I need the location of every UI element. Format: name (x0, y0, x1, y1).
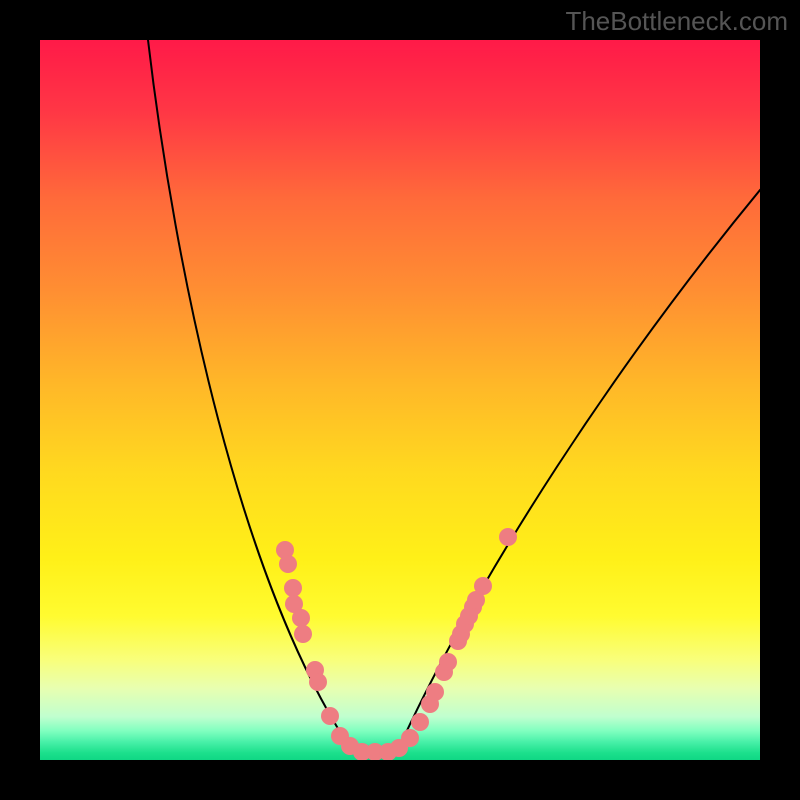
chart-root: TheBottleneck.com (0, 0, 800, 800)
chart-svg (0, 0, 800, 800)
curve-marker (499, 528, 517, 546)
curve-marker (426, 683, 444, 701)
plot-background (40, 40, 760, 760)
curve-marker (292, 609, 310, 627)
curve-marker (279, 555, 297, 573)
curve-marker (284, 579, 302, 597)
curve-marker (401, 729, 419, 747)
watermark-text: TheBottleneck.com (565, 6, 788, 37)
curve-marker (411, 713, 429, 731)
curve-marker (474, 577, 492, 595)
curve-marker (321, 707, 339, 725)
curve-marker (439, 653, 457, 671)
curve-marker (294, 625, 312, 643)
curve-marker (309, 673, 327, 691)
